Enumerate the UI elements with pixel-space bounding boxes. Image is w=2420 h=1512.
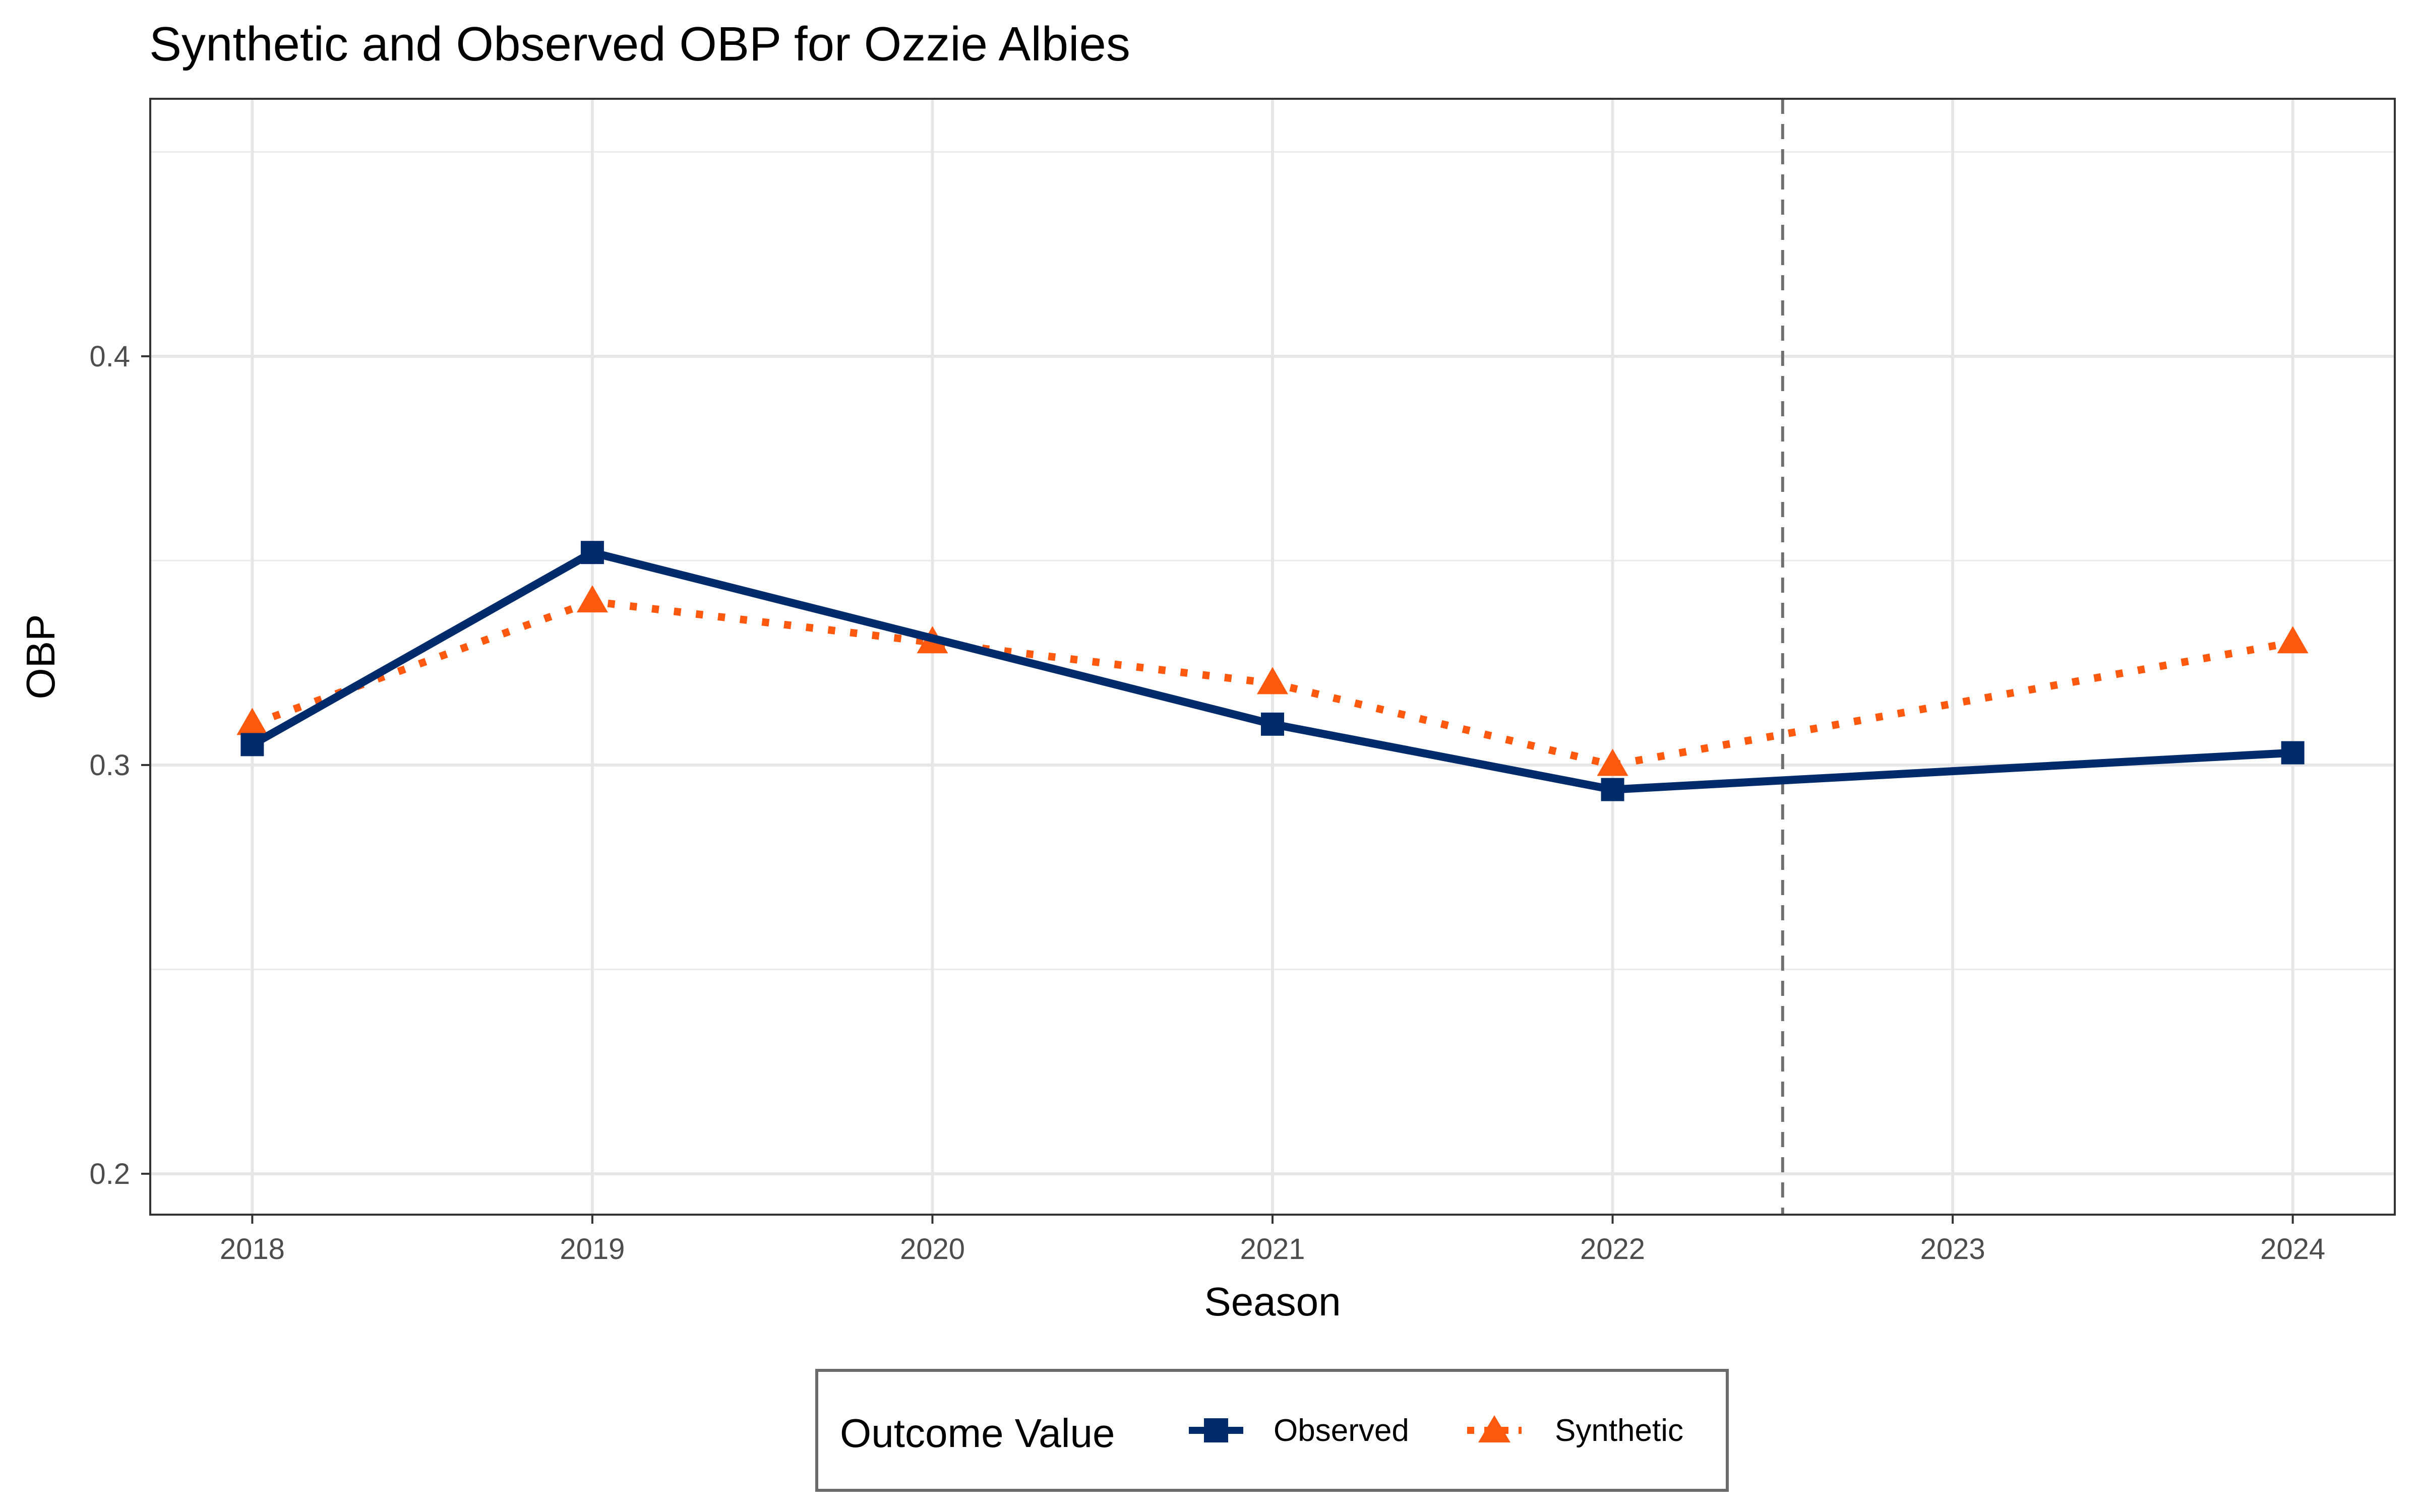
legend: Outcome Value Observed Synthetic bbox=[815, 1369, 1729, 1492]
grid-lines bbox=[150, 99, 2395, 1215]
legend-title: Outcome Value bbox=[840, 1411, 1115, 1456]
legend-label-observed: Observed bbox=[1274, 1413, 1409, 1448]
x-tick-label: 2022 bbox=[1580, 1233, 1645, 1266]
point-synthetic bbox=[2277, 626, 2309, 654]
point-synthetic bbox=[1597, 748, 1628, 776]
axes: 0.2 0.3 0.4 2018 2019 2020 2021 2022 2023 2024 bbox=[89, 99, 2325, 1266]
y-axis-title: OBP bbox=[18, 614, 63, 700]
y-tick-label: 0.2 bbox=[89, 1158, 130, 1190]
y-tick-label: 0.3 bbox=[89, 749, 130, 782]
point-observed bbox=[2281, 741, 2305, 765]
series-line-synthetic bbox=[251, 598, 2293, 769]
point-synthetic bbox=[236, 708, 268, 735]
legend-label-synthetic: Synthetic bbox=[1555, 1413, 1683, 1448]
x-tick-label: 2018 bbox=[220, 1233, 285, 1266]
data-series bbox=[236, 541, 2309, 801]
point-observed bbox=[1601, 778, 1624, 801]
point-observed bbox=[240, 733, 264, 757]
x-tick-label: 2023 bbox=[1920, 1233, 1985, 1266]
x-tick-label: 2021 bbox=[1240, 1233, 1305, 1266]
x-tick-label: 2020 bbox=[900, 1233, 965, 1266]
chart-title: Synthetic and Observed OBP for Ozzie Alb… bbox=[149, 17, 1130, 71]
plot-border bbox=[149, 98, 2396, 1216]
legend-synthetic-triangle bbox=[1478, 1415, 1510, 1442]
legend-observed-square bbox=[1204, 1418, 1228, 1442]
x-axis-title: Season bbox=[1204, 1279, 1341, 1324]
x-tick-label: 2019 bbox=[560, 1233, 625, 1266]
y-tick-label: 0.4 bbox=[89, 340, 130, 373]
point-synthetic bbox=[576, 585, 608, 613]
x-tick-label: 2024 bbox=[2260, 1233, 2325, 1266]
legend-box bbox=[815, 1369, 1729, 1492]
point-observed bbox=[1261, 712, 1284, 736]
point-observed bbox=[580, 541, 604, 564]
point-synthetic bbox=[1257, 667, 1288, 695]
